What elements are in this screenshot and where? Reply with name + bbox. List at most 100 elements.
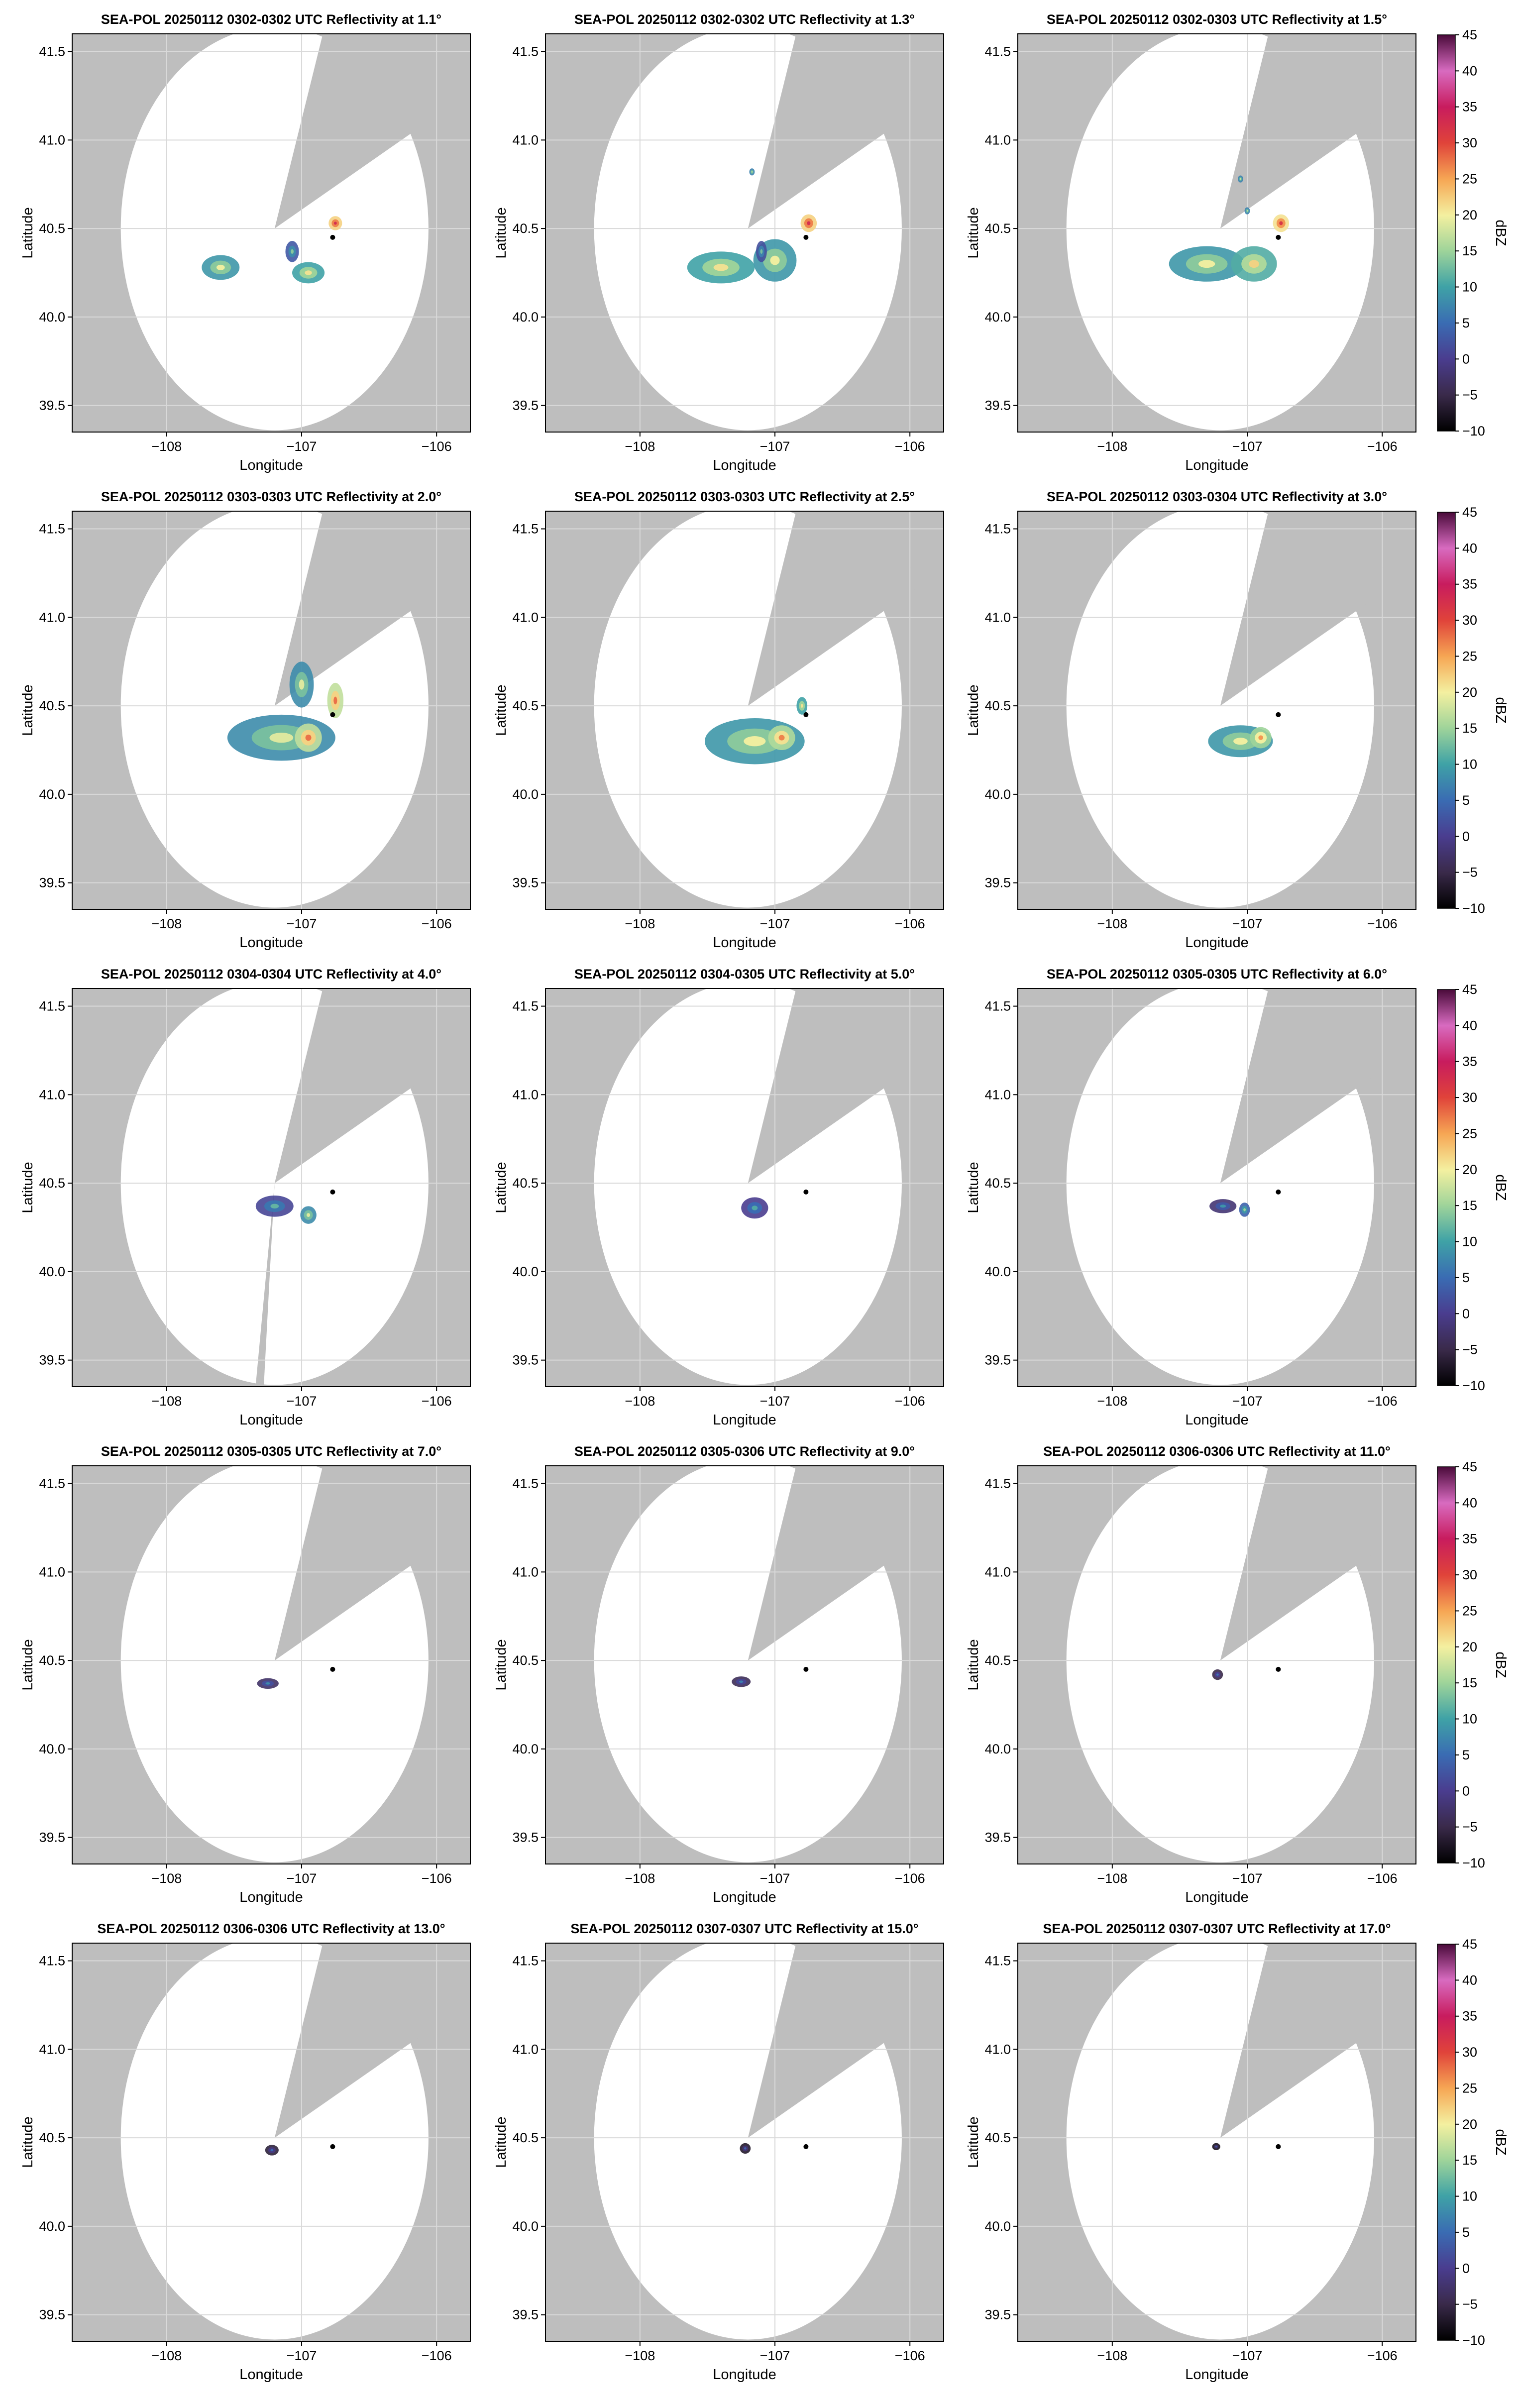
plot-frame — [1017, 33, 1416, 433]
panel-2: −108 −107 −106 41.5 41.0 40.5 40.0 39.5 SEA-POL … — [493, 12, 944, 473]
panel-title: SEA-POL 20250112 0305-0305 UTC Reflectiv… — [1047, 967, 1387, 982]
y-tick-label: 39.5 — [512, 398, 539, 413]
y-axis-label: Latitude — [20, 1639, 36, 1690]
panel-10: −108 −107 −106 41.5 41.0 40.5 40.0 39.5 SEA-POL … — [20, 1444, 471, 1905]
colorbar-tick-label: 0 — [1462, 1306, 1470, 1321]
colorbar-tick-label: 40 — [1462, 541, 1477, 555]
y-tick-label: 41.0 — [39, 610, 65, 625]
y-axis-label: Latitude — [493, 1639, 509, 1690]
x-tick-label: −108 — [151, 2348, 182, 2363]
colorbar-tick-label: −10 — [1462, 1856, 1485, 1870]
y-tick-label: 39.5 — [39, 876, 65, 890]
plot-frame — [545, 1943, 944, 2342]
panel-12: −108 −107 −106 41.5 41.0 40.5 40.0 39.5 SEA-POL … — [966, 1444, 1416, 1905]
colorbar-tick-label: −5 — [1462, 1342, 1478, 1357]
blocked-sector — [748, 1466, 925, 1661]
colorbar-tick-label: 35 — [1462, 100, 1477, 114]
colorbar: 45 40 35 30 25 20 15 10 5 0 −5 −10 dBZ — [1437, 982, 1509, 1393]
panel-7: −108 −107 −106 41.5 41.0 40.5 40.0 39.5 SEA-POL … — [20, 967, 471, 1428]
y-axis-label: Latitude — [966, 1639, 981, 1690]
y-tick-label: 39.5 — [984, 2307, 1011, 2322]
y-tick-label: 40.5 — [39, 1176, 65, 1191]
blocked-sector — [1220, 511, 1397, 706]
y-tick-label: 39.5 — [39, 1830, 65, 1845]
y-tick-label: 39.5 — [512, 1830, 539, 1845]
x-tick-label: −107 — [287, 916, 317, 931]
site-marker — [1276, 234, 1281, 240]
y-tick-label: 40.0 — [39, 1264, 65, 1279]
y-axis-label: Latitude — [493, 207, 509, 258]
y-tick-label: 41.0 — [984, 610, 1011, 625]
echo-peak — [744, 736, 766, 747]
y-tick-label: 40.5 — [512, 221, 539, 236]
x-tick-label: −108 — [625, 439, 655, 454]
colorbar-tick-label: 25 — [1462, 1603, 1477, 1618]
plot-frame — [72, 511, 471, 910]
panel-15: −108 −107 −106 41.5 41.0 40.5 40.0 39.5 SEA-POL … — [966, 1921, 1416, 2383]
y-tick-label: 40.5 — [984, 1653, 1011, 1668]
x-tick-label: −108 — [1097, 439, 1127, 454]
x-tick-label: −107 — [1232, 1871, 1263, 1886]
plot-frame — [1017, 1943, 1416, 2342]
site-marker — [1276, 1666, 1281, 1672]
plot-frame — [545, 988, 944, 1387]
y-tick-label: 40.0 — [984, 1742, 1011, 1756]
y-tick-label: 40.5 — [984, 698, 1011, 713]
colorbar-tick-label: 30 — [1462, 613, 1477, 628]
echo-peak — [305, 270, 312, 275]
y-tick-label: 40.5 — [512, 2130, 539, 2145]
plot-frame — [72, 1465, 471, 1864]
echo-peak — [713, 264, 729, 271]
x-tick-label: −107 — [760, 916, 790, 931]
y-tick-label: 39.5 — [512, 876, 539, 890]
panel-1: −108 −107 −106 41.5 41.0 40.5 40.0 39.5 SEA-POL … — [20, 12, 471, 473]
x-tick-label: −106 — [1367, 916, 1398, 931]
y-tick-label: 40.5 — [39, 1653, 65, 1668]
colorbar-tick-label: 20 — [1462, 2117, 1477, 2132]
echo-peak — [744, 2147, 747, 2150]
panel-title: SEA-POL 20250112 0306-0306 UTC Reflectiv… — [1043, 1444, 1391, 1459]
blocked-sector — [274, 34, 451, 229]
site-marker — [330, 2144, 335, 2149]
blocked-sector — [748, 988, 925, 1184]
x-tick-label: −106 — [422, 439, 452, 454]
colorbar-tick-label: 35 — [1462, 2009, 1477, 2024]
y-tick-label: 39.5 — [39, 398, 65, 413]
y-axis-label: Latitude — [966, 207, 981, 258]
colorbar-tick-label: 40 — [1462, 63, 1477, 78]
colorbar-tick-label: 5 — [1462, 793, 1470, 808]
site-marker — [1276, 1189, 1281, 1195]
y-axis-label: Latitude — [20, 207, 36, 258]
x-axis-label: Longitude — [713, 935, 776, 951]
panel-title: SEA-POL 20250112 0304-0305 UTC Reflectiv… — [574, 967, 915, 982]
x-axis-label: Longitude — [239, 457, 303, 473]
colorbar-tick-label: 10 — [1462, 280, 1477, 295]
echo-peak — [1216, 1673, 1219, 1676]
blocked-sector — [1220, 34, 1397, 229]
x-tick-label: −108 — [625, 2348, 655, 2363]
colorbar-tick-label: 45 — [1462, 27, 1477, 42]
colorbar-tick-label: 45 — [1462, 982, 1477, 997]
x-tick-label: −107 — [1232, 2348, 1263, 2363]
x-tick-label: −107 — [1232, 916, 1263, 931]
x-axis-label: Longitude — [713, 1889, 776, 1905]
colorbar: 45 40 35 30 25 20 15 10 5 0 −5 −10 dBZ — [1437, 1937, 1509, 2348]
y-tick-label: 40.5 — [512, 1176, 539, 1191]
echo-peak — [269, 732, 294, 743]
plot-frame — [72, 33, 471, 433]
colorbar-tick-label: 45 — [1462, 1459, 1477, 1474]
x-tick-label: −106 — [422, 1394, 452, 1409]
site-marker — [803, 1666, 809, 1672]
x-tick-label: −106 — [895, 1394, 925, 1409]
colorbar-tick-label: 0 — [1462, 829, 1470, 844]
echo-peak — [299, 679, 305, 690]
colorbar-tick-label: −5 — [1462, 2297, 1478, 2312]
panel-6: −108 −107 −106 41.5 41.0 40.5 40.0 39.5 SEA-POL … — [966, 489, 1416, 951]
echo-peak — [1246, 210, 1248, 212]
echo-peak — [1215, 2146, 1217, 2148]
panel-title: SEA-POL 20250112 0303-0303 UTC Reflectiv… — [574, 489, 915, 504]
echo-peak — [333, 221, 337, 225]
echo-peak — [778, 735, 785, 741]
y-tick-label: 41.0 — [39, 1564, 65, 1579]
x-tick-label: −106 — [1367, 2348, 1398, 2363]
